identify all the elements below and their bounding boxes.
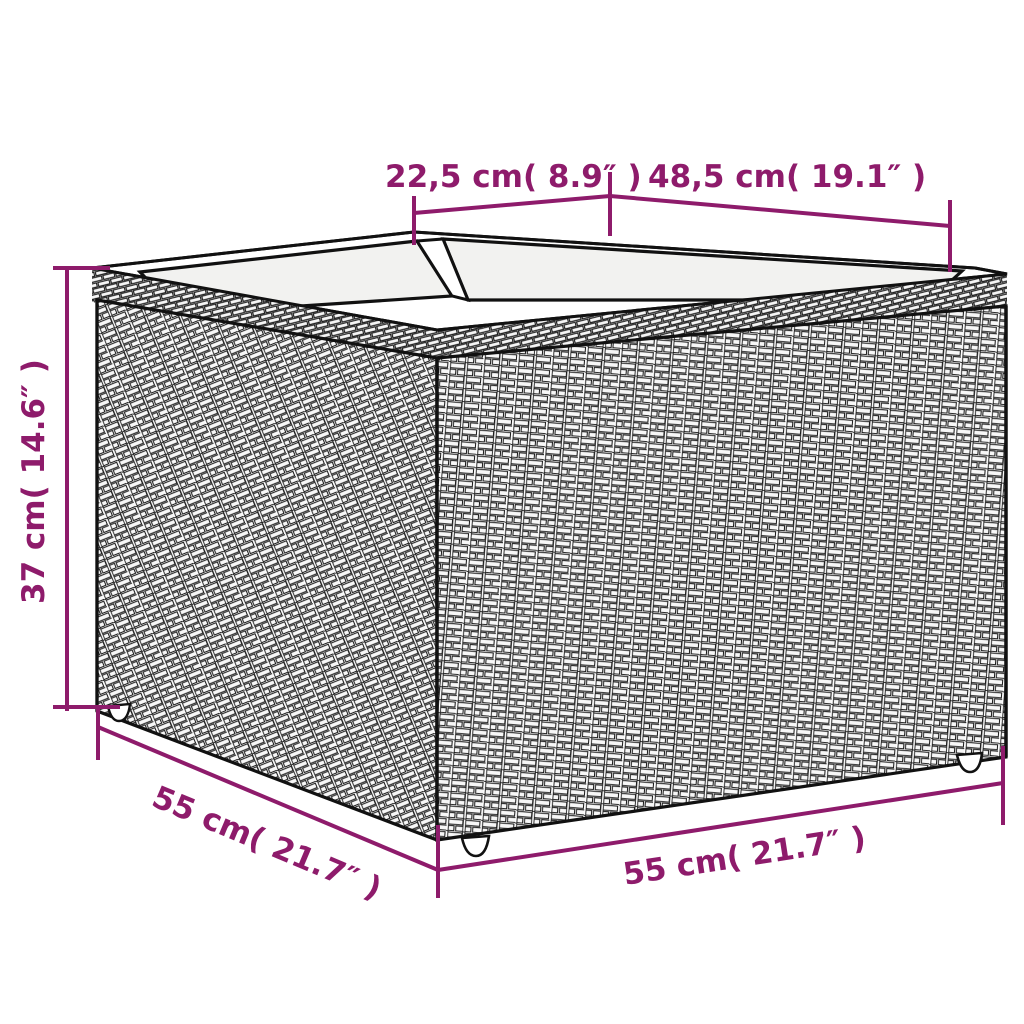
table-front-face (435, 304, 1008, 842)
dim-top-right-segment (609, 194, 952, 272)
table-side-face (95, 298, 439, 843)
dim-width (436, 746, 1005, 898)
dim-label-top-left-segment: 22,5 cm( 8.9″ ) (385, 159, 642, 195)
top-back-left-edge (91, 230, 415, 270)
table-feet (106, 702, 984, 858)
top-back-right-edge (413, 230, 976, 270)
foot-front-left (460, 834, 491, 858)
glass-divider-slat (414, 237, 471, 303)
rim-edge-left (91, 266, 438, 332)
top-right-corner-edge (974, 266, 1008, 276)
dim-depth-line (97, 725, 439, 872)
dim-height (53, 266, 120, 711)
dim-label-height: 37 cm( 14.6″ ) (16, 359, 52, 604)
dim-label-width: 55 cm( 21.7″ ) (621, 820, 868, 893)
foot-front-right (955, 751, 984, 774)
dim-depth (96, 706, 439, 872)
dimension-annotations (53, 172, 1005, 898)
dim-width-line (437, 781, 1004, 872)
dim-top-left-segment (412, 172, 612, 245)
dim-top-left-line (413, 194, 611, 215)
dim-top-right-line (609, 194, 951, 228)
rim-edge-front (436, 272, 1008, 332)
rattan-table (91, 230, 1008, 858)
dim-label-top-right-segment: 48,5 cm( 19.1″ ) (648, 159, 926, 195)
